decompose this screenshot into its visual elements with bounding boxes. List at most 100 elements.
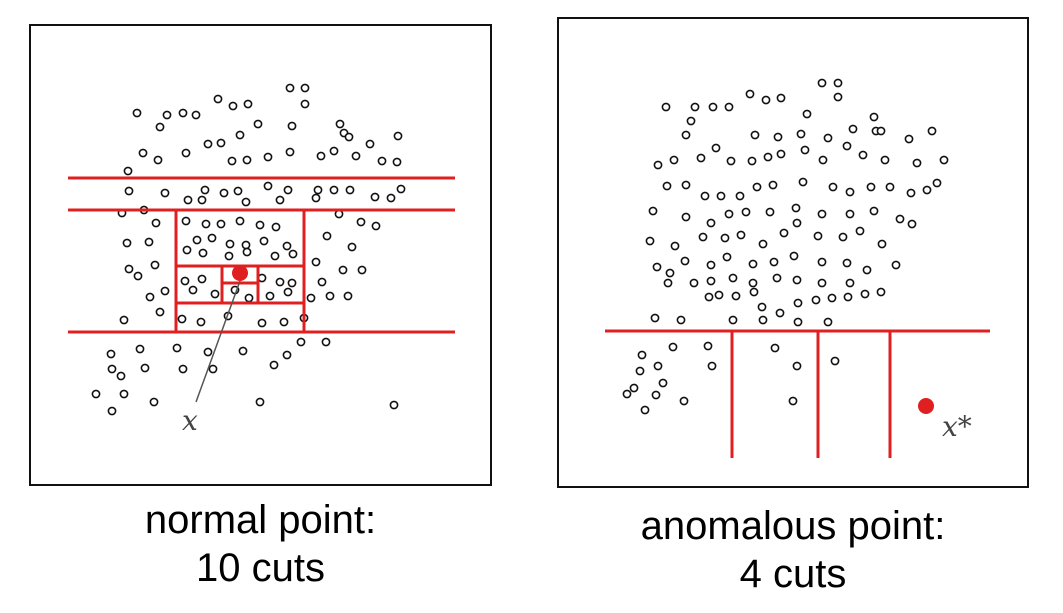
data-point xyxy=(855,226,865,236)
data-point xyxy=(789,251,799,261)
data-point xyxy=(629,383,639,393)
data-point xyxy=(645,236,655,246)
data-point xyxy=(747,156,757,166)
data-point xyxy=(845,209,855,219)
data-point xyxy=(208,364,218,374)
data-point xyxy=(650,313,660,323)
data-point xyxy=(700,191,710,201)
data-point xyxy=(317,277,327,287)
data-point xyxy=(243,99,253,109)
data-point xyxy=(653,160,663,170)
data-point xyxy=(343,291,353,301)
data-point xyxy=(716,191,726,201)
data-point xyxy=(818,155,828,165)
data-point xyxy=(133,271,143,281)
data-point xyxy=(776,149,786,159)
data-point xyxy=(225,239,235,249)
data-point xyxy=(728,273,738,283)
pointer-line xyxy=(195,280,241,403)
data-point xyxy=(145,292,155,302)
data-point xyxy=(282,241,292,251)
data-point xyxy=(653,361,663,371)
data-point xyxy=(811,295,821,305)
data-point xyxy=(311,193,321,203)
data-point xyxy=(748,259,758,269)
data-point xyxy=(775,308,785,318)
data-point xyxy=(119,315,129,325)
data-point xyxy=(255,397,265,407)
data-point xyxy=(663,278,673,288)
data-point xyxy=(779,228,789,238)
data-point xyxy=(876,287,886,297)
data-point xyxy=(153,155,163,165)
data-point xyxy=(706,276,716,286)
normal-point-caption: normal point: 10 cuts xyxy=(29,496,492,592)
caption-cut-count: 10 cuts xyxy=(196,546,325,590)
data-point xyxy=(203,347,213,357)
normal-point-label: x xyxy=(182,404,198,437)
data-point xyxy=(155,307,165,317)
data-point xyxy=(773,132,783,142)
data-point xyxy=(227,156,237,166)
data-point xyxy=(662,181,672,191)
data-point xyxy=(275,195,285,205)
data-point xyxy=(932,178,942,188)
data-point xyxy=(708,102,718,112)
data-point xyxy=(817,278,827,288)
data-point xyxy=(735,191,745,201)
data-point xyxy=(300,99,310,109)
data-point xyxy=(637,350,647,360)
data-point xyxy=(285,147,295,157)
data-point xyxy=(282,350,292,360)
data-point xyxy=(357,265,367,275)
data-point xyxy=(233,186,243,196)
data-point xyxy=(392,157,402,167)
data-point xyxy=(255,220,265,230)
data-point xyxy=(731,291,741,301)
data-point xyxy=(259,236,269,246)
data-point xyxy=(288,249,298,259)
data-point xyxy=(706,218,716,228)
data-point xyxy=(393,131,403,141)
data-point xyxy=(351,151,361,161)
data-point xyxy=(242,155,252,165)
data-point xyxy=(311,257,321,267)
data-point xyxy=(172,343,182,353)
data-point xyxy=(792,361,802,371)
data-point xyxy=(242,247,252,257)
data-point xyxy=(765,207,775,217)
data-point xyxy=(140,363,150,373)
data-point xyxy=(661,102,671,112)
data-point xyxy=(155,122,165,132)
data-point xyxy=(347,242,357,252)
data-point xyxy=(838,232,848,242)
data-point xyxy=(198,248,208,258)
data-point xyxy=(792,218,802,228)
data-point xyxy=(758,239,768,249)
data-point xyxy=(183,195,193,205)
data-point xyxy=(793,317,803,327)
data-point xyxy=(869,112,879,122)
data-point xyxy=(192,235,202,245)
data-point xyxy=(681,180,691,190)
data-point xyxy=(648,206,658,216)
data-point xyxy=(253,119,263,129)
data-point xyxy=(823,133,833,143)
data-point xyxy=(238,346,248,356)
data-point xyxy=(201,219,211,229)
data-point xyxy=(224,251,234,261)
data-point xyxy=(680,256,690,266)
data-point xyxy=(283,287,293,297)
data-point xyxy=(763,152,773,162)
data-point xyxy=(791,203,801,213)
right-data-points xyxy=(622,78,949,415)
caption-cut-count: 4 cuts xyxy=(739,552,847,596)
data-point xyxy=(181,216,191,226)
data-point xyxy=(698,232,708,242)
data-point xyxy=(827,293,837,303)
data-point xyxy=(845,278,855,288)
data-point xyxy=(830,356,840,366)
data-point xyxy=(329,146,339,156)
data-point xyxy=(119,389,129,399)
anomalous-point-label: x* xyxy=(942,410,972,443)
